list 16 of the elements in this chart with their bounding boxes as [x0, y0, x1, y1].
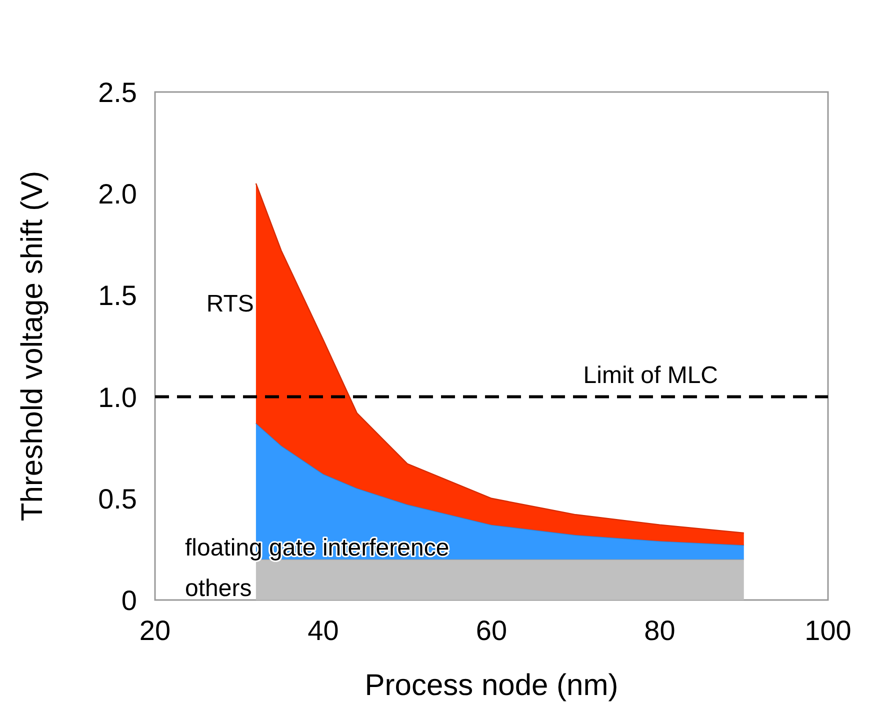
x-tick-label: 40 — [308, 615, 339, 646]
y-tick-label: 0.5 — [98, 483, 137, 514]
x-tick-label: 80 — [644, 615, 676, 646]
x-tick-label: 100 — [804, 615, 852, 646]
y-tick-label: 1.0 — [98, 382, 137, 413]
y-axis-title: Threshold voltage shift (V) — [16, 170, 49, 522]
x-tick-label: 20 — [139, 615, 171, 646]
y-tick-label: 0 — [121, 585, 137, 616]
x-tick-label: 60 — [476, 615, 508, 646]
y-tick-label: 2.0 — [98, 178, 137, 210]
y-tick-label: 1.5 — [98, 280, 137, 312]
series-label: RTS — [206, 290, 254, 318]
ref-line-label: Limit of MLC — [583, 362, 718, 389]
y-tick-label: 2.5 — [98, 77, 137, 108]
series-label: others — [185, 575, 252, 602]
x-axis-title: Process node (nm) — [364, 669, 618, 702]
